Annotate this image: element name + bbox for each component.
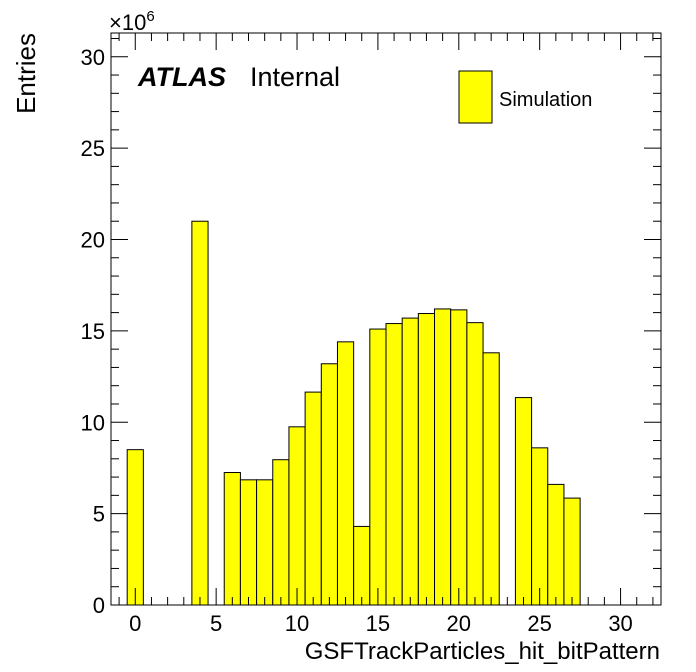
x-tick-label: 5 xyxy=(210,611,222,636)
plot-frame xyxy=(110,32,662,606)
bar-25 xyxy=(531,447,549,606)
bar-14 xyxy=(353,525,371,606)
bar-6 xyxy=(223,472,241,606)
x-tick-label: 0 xyxy=(129,611,141,636)
axis-tick-labels: 0 5 10 15 20 25 30 0 5 10 15 20 25 30 xyxy=(81,45,633,636)
x-tick-label: 25 xyxy=(527,611,551,636)
bar-16 xyxy=(385,323,403,606)
atlas-label: ATLAS xyxy=(137,62,226,92)
y-tick-label: 25 xyxy=(81,136,105,161)
bar-22 xyxy=(482,352,500,606)
x-axis-label: GSFTrackParticles_hit_bitPattern xyxy=(305,638,660,665)
legend-swatch-simulation xyxy=(458,70,493,124)
y-tick-label: 5 xyxy=(93,502,105,527)
bar-12 xyxy=(320,363,338,606)
legend-entry-simulation: Simulation xyxy=(499,89,592,111)
bar-7 xyxy=(239,479,258,606)
x-tick-label: 20 xyxy=(447,611,471,636)
bar-18 xyxy=(417,313,436,606)
bar-10 xyxy=(288,426,306,606)
bar-11 xyxy=(304,391,322,606)
bar-19 xyxy=(434,308,452,606)
bar-15 xyxy=(369,328,387,606)
legend: Simulation xyxy=(458,70,592,124)
y-tick-label: 30 xyxy=(81,45,105,70)
x-tick-label: 30 xyxy=(608,611,632,636)
bar-0 xyxy=(126,449,144,606)
axis-ticks xyxy=(111,33,661,606)
histogram-bars xyxy=(126,220,581,606)
bar-24 xyxy=(514,397,533,606)
y-tick-label: 15 xyxy=(81,319,105,344)
bar-9 xyxy=(272,459,290,606)
y-tick-label: 20 xyxy=(81,228,105,253)
bar-20 xyxy=(450,309,468,606)
bar-17 xyxy=(401,317,419,606)
bar-26 xyxy=(547,483,565,606)
y-tick-label: 10 xyxy=(81,410,105,435)
internal-label: Internal xyxy=(250,62,340,92)
y-tick-label: 0 xyxy=(93,593,105,618)
bar-13 xyxy=(336,341,355,606)
y-axis-label: Entries xyxy=(11,33,41,114)
bar-27 xyxy=(563,497,581,606)
bar-4 xyxy=(191,220,209,606)
scale-multiplier: ×106 xyxy=(109,8,155,35)
bar-8 xyxy=(256,479,274,606)
x-tick-label: 10 xyxy=(285,611,309,636)
bar-21 xyxy=(466,322,484,606)
x-tick-label: 15 xyxy=(366,611,390,636)
